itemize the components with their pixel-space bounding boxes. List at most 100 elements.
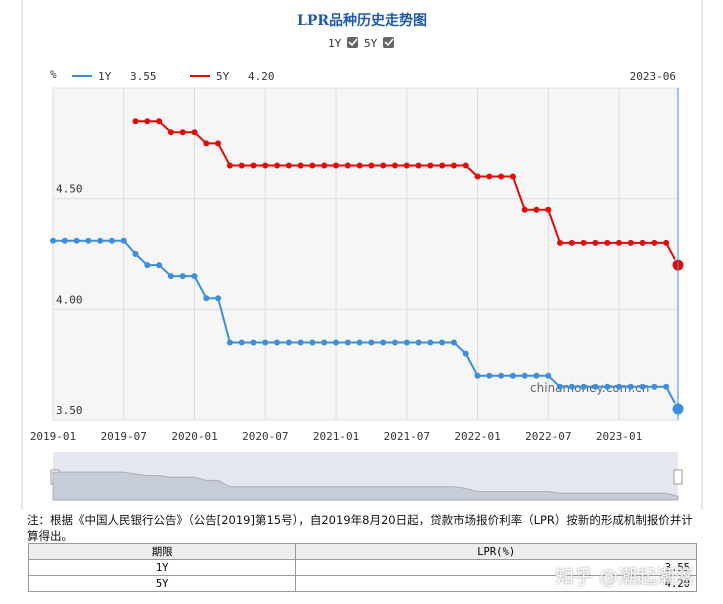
data-point — [568, 383, 575, 390]
data-point — [309, 339, 316, 346]
data-point — [274, 339, 281, 346]
data-point — [285, 339, 292, 346]
data-point — [156, 262, 163, 269]
chart-title: LPR品种历史走势图 — [297, 12, 427, 29]
data-point — [344, 339, 351, 346]
data-point — [144, 118, 151, 125]
series-toggle[interactable] — [383, 37, 394, 48]
data-point — [356, 339, 363, 346]
data-point — [415, 339, 422, 346]
navigator-handle[interactable] — [673, 469, 683, 485]
data-point — [498, 372, 505, 379]
x-tick-label: 2022-01 — [454, 430, 500, 443]
data-point — [580, 239, 587, 246]
data-point — [663, 383, 670, 390]
data-point — [545, 206, 552, 213]
data-point — [462, 162, 469, 169]
table-cell: 4.20 — [295, 575, 697, 592]
data-point — [156, 118, 163, 125]
data-point — [391, 339, 398, 346]
legend-label: 5Y — [216, 70, 230, 83]
data-point — [533, 206, 540, 213]
x-tick-label: 2023-01 — [596, 430, 642, 443]
data-point — [486, 372, 493, 379]
data-point — [132, 251, 139, 257]
data-point — [651, 239, 658, 246]
watermark: 知乎 @潮起潮落 — [555, 566, 695, 588]
data-point — [639, 383, 646, 390]
data-point — [179, 129, 186, 136]
data-point — [450, 339, 457, 346]
table: 期限 LPR(%) 1Y 3.55 5Y 4.20 — [27, 543, 697, 592]
data-point — [592, 239, 599, 246]
checkmark — [384, 38, 394, 47]
data-point — [651, 383, 658, 390]
data-point — [61, 237, 68, 244]
x-tick-label: 2020-07 — [242, 430, 288, 443]
data-point — [663, 239, 670, 246]
data-point — [215, 295, 222, 302]
data-point — [356, 162, 363, 169]
data-point — [250, 339, 257, 346]
series-toggle-label: 1Y — [328, 37, 342, 50]
data-point — [616, 239, 623, 246]
data-point — [509, 173, 516, 180]
data-point — [604, 239, 611, 246]
data-point — [297, 339, 304, 346]
data-point — [462, 350, 469, 357]
data-point — [545, 372, 552, 379]
chart: LPR品种历史走势图 % 2023-06 chinamoney.com.cn 3… — [21, 0, 703, 510]
data-point — [215, 140, 222, 147]
x-tick-label: 2019-07 — [101, 430, 147, 443]
table-header: LPR(%) — [295, 543, 697, 560]
data-point — [85, 237, 92, 244]
data-point — [627, 239, 634, 246]
legend-value: 4.20 — [248, 70, 275, 83]
data-point — [474, 173, 481, 180]
x-tick-label: 2020-01 — [171, 430, 217, 443]
table-header: 期限 — [27, 543, 297, 560]
data-point — [427, 162, 434, 169]
unit-label: % — [50, 68, 57, 81]
data-point — [474, 372, 481, 379]
data-point — [380, 162, 387, 169]
data-point — [167, 273, 174, 280]
data-point — [521, 372, 528, 379]
y-tick-label: 3.50 — [56, 404, 83, 417]
data-point — [250, 162, 257, 169]
data-point — [639, 239, 646, 246]
data-point — [439, 162, 446, 169]
data-point — [509, 372, 516, 379]
y-tick-label: 4.50 — [56, 183, 83, 196]
data-point — [580, 383, 587, 390]
data-point — [427, 339, 434, 346]
table-cell: 5Y — [27, 575, 297, 592]
x-tick-label: 2021-07 — [384, 430, 430, 443]
data-point — [403, 339, 410, 346]
data-point — [108, 237, 115, 244]
data-point — [568, 239, 575, 246]
data-point — [262, 162, 269, 169]
data-point — [415, 162, 422, 169]
data-point — [592, 383, 599, 390]
data-point — [486, 173, 493, 180]
data-point — [391, 162, 398, 169]
data-point — [97, 237, 104, 244]
data-point — [380, 339, 387, 346]
data-point — [50, 237, 56, 244]
data-point — [179, 273, 186, 280]
data-point — [521, 206, 528, 213]
data-point — [120, 237, 127, 244]
data-point — [226, 162, 233, 169]
data-point — [191, 129, 198, 136]
data-point — [167, 129, 174, 136]
series-toggle[interactable] — [347, 37, 358, 48]
data-point — [321, 162, 328, 169]
checkmark — [348, 38, 358, 47]
data-point — [226, 339, 233, 346]
x-tick-label: 2022-07 — [525, 430, 571, 443]
y-tick-label: 4.00 — [56, 293, 83, 306]
data-point — [203, 140, 210, 147]
table-cell: 1Y — [27, 559, 297, 576]
